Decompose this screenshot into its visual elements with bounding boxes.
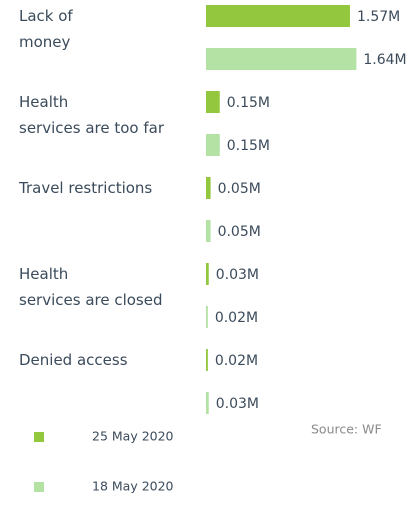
bar bbox=[206, 349, 208, 371]
value-label: 0.05M bbox=[218, 181, 261, 197]
bar bbox=[206, 48, 357, 70]
bar bbox=[206, 220, 211, 242]
value-label: 1.57M bbox=[357, 9, 400, 25]
value-label: 0.02M bbox=[215, 310, 258, 326]
value-label: 0.15M bbox=[227, 138, 270, 154]
value-label: 0.02M bbox=[215, 353, 258, 369]
value-label: 0.03M bbox=[216, 396, 259, 412]
category-label: Travel restrictions bbox=[19, 179, 153, 197]
source: Source: WF bbox=[311, 422, 382, 437]
bar bbox=[206, 91, 220, 113]
bar bbox=[206, 306, 208, 328]
bar bbox=[206, 134, 220, 156]
category-label: Health services are closed bbox=[19, 265, 163, 309]
bar bbox=[206, 5, 350, 27]
legend-swatch bbox=[34, 482, 44, 492]
category-label: Lack of money bbox=[19, 7, 73, 51]
legend-swatch bbox=[34, 432, 44, 442]
value-label: 0.05M bbox=[218, 224, 261, 240]
category-label: Denied access bbox=[19, 351, 128, 369]
legend-label: 18 May 2020 bbox=[92, 479, 174, 494]
value-label: 1.64M bbox=[363, 52, 406, 68]
value-label: 0.15M bbox=[227, 95, 270, 111]
legend-label: 25 May 2020 bbox=[92, 429, 174, 444]
bar bbox=[206, 177, 211, 199]
bar bbox=[206, 263, 209, 285]
value-label: 0.03M bbox=[216, 267, 259, 283]
category-label: Health services are too far bbox=[19, 93, 164, 137]
bar bbox=[206, 392, 209, 414]
